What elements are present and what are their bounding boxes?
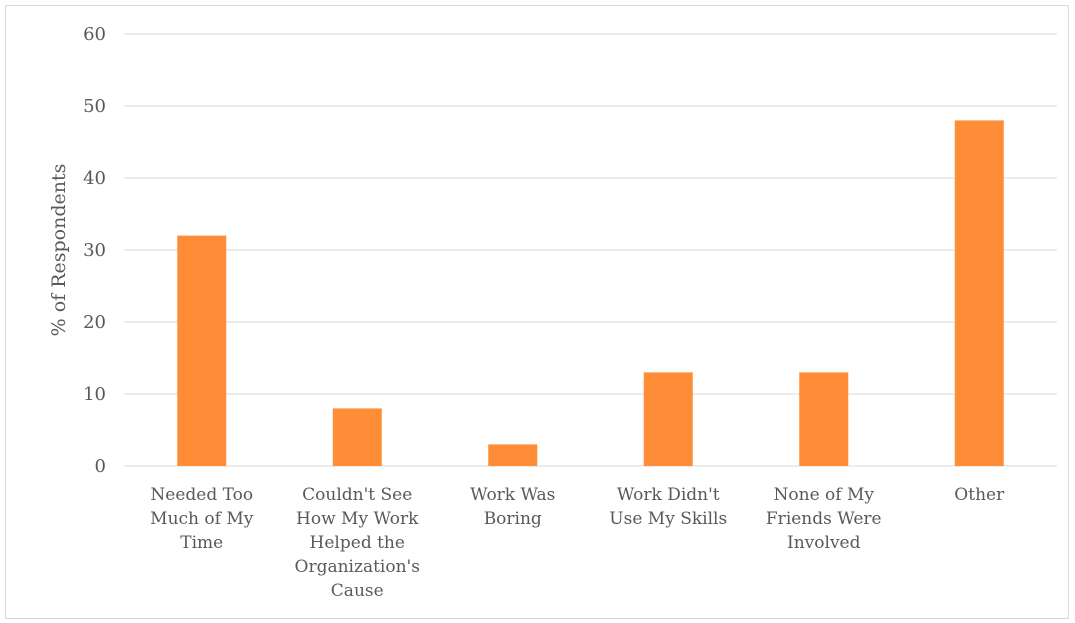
y-tick-label: 50 [83, 96, 106, 117]
bar [954, 120, 1004, 467]
x-axis-labels: Needed Too Much of My Time Couldn't See How … [150, 485, 1005, 601]
x-category-label: Needed Too Much of My Time [150, 485, 254, 553]
bar [177, 235, 227, 466]
y-tick-label: 20 [83, 312, 106, 333]
y-axis-ticks: 0 10 20 30 40 50 60 [83, 24, 106, 477]
x-category-label: Work Didn't Use My Skills [609, 485, 727, 529]
y-tick-label: 0 [95, 456, 106, 477]
bar [643, 372, 693, 466]
y-tick-label: 40 [83, 168, 106, 189]
y-axis-title: % of Respondents [48, 164, 70, 337]
y-tick-label: 10 [83, 384, 106, 405]
x-category-label: Couldn't See How My Work Helped the Organiz… [295, 485, 420, 601]
bar [488, 444, 538, 466]
x-category-label: Other [954, 485, 1005, 505]
x-category-label: None of My Friends Were Involved [766, 485, 882, 553]
y-tick-label: 60 [83, 24, 106, 45]
x-category-label: Work Was Boring [470, 485, 555, 529]
y-tick-label: 30 [83, 240, 106, 261]
grid-lines [124, 33, 1057, 467]
bar [332, 408, 382, 466]
bar [799, 372, 849, 466]
bar-series [177, 120, 1004, 467]
